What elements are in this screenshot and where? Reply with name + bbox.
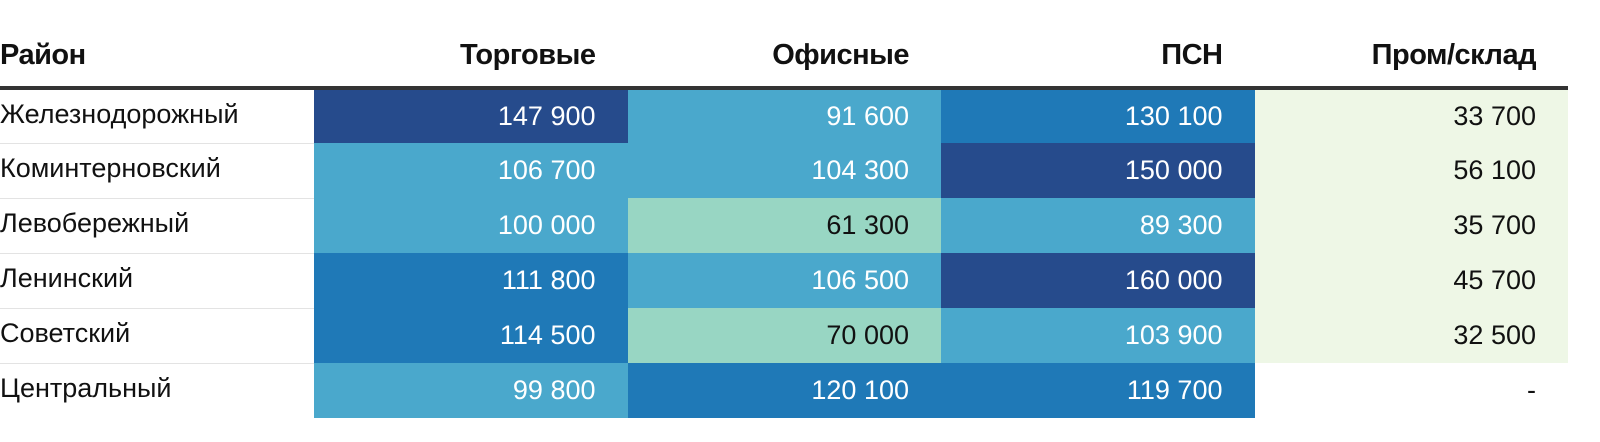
value-cell: 33 700 bbox=[1254, 88, 1568, 143]
table-row: Советский 114 500 70 000 103 900 32 500 bbox=[0, 308, 1568, 364]
value-cell: 106 500 bbox=[627, 253, 941, 308]
district-name: Советский bbox=[0, 308, 314, 364]
district-name: Центральный bbox=[0, 373, 172, 404]
column-header-office: Офисные bbox=[627, 0, 941, 90]
table-row: Коминтерновский 106 700 104 300 150 000 … bbox=[0, 143, 1568, 199]
column-header-district: Район bbox=[0, 0, 314, 90]
header-row: Район Торговые Офисные ПСН Пром/склад bbox=[0, 0, 1568, 90]
value-cell: 120 100 bbox=[627, 363, 941, 418]
value-cell: 61 300 bbox=[627, 198, 941, 253]
table-body: Железнодорожный 147 900 91 600 130 100 3… bbox=[0, 88, 1568, 418]
value-cell: - bbox=[1254, 363, 1568, 418]
district-name: Ленинский bbox=[0, 253, 314, 309]
value-cell: 119 700 bbox=[941, 363, 1255, 418]
table-row: Левобережный 100 000 61 300 89 300 35 70… bbox=[0, 198, 1568, 254]
value-cell: 91 600 bbox=[627, 88, 941, 143]
value-cell: 56 100 bbox=[1254, 143, 1568, 198]
district-name: Коминтерновский bbox=[0, 143, 314, 199]
value-cell: 106 700 bbox=[314, 143, 628, 198]
value-cell: 160 000 bbox=[941, 253, 1255, 308]
value-cell: 150 000 bbox=[941, 143, 1255, 198]
value-cell: 100 000 bbox=[314, 198, 628, 253]
value-cell: 89 300 bbox=[941, 198, 1255, 253]
value-cell: 111 800 bbox=[314, 253, 628, 308]
district-name: Левобережный bbox=[0, 198, 314, 254]
value-cell: 99 800 bbox=[314, 363, 628, 418]
value-cell: 130 100 bbox=[941, 88, 1255, 143]
table-row: Ленинский 111 800 106 500 160 000 45 700 bbox=[0, 253, 1568, 309]
value-cell: 114 500 bbox=[314, 308, 628, 363]
table-row: Центральный 99 800 120 100 119 700 - bbox=[0, 363, 1568, 418]
value-cell: 70 000 bbox=[627, 308, 941, 363]
column-header-industrial: Пром/склад bbox=[1254, 0, 1568, 90]
value-cell: 32 500 bbox=[1254, 308, 1568, 363]
value-cell: 35 700 bbox=[1254, 198, 1568, 253]
value-cell: 147 900 bbox=[314, 88, 628, 143]
value-cell: 104 300 bbox=[627, 143, 941, 198]
value-cell: 103 900 bbox=[941, 308, 1255, 363]
value-cell: 45 700 bbox=[1254, 253, 1568, 308]
column-header-psn: ПСН bbox=[941, 0, 1255, 90]
district-name: Железнодорожный bbox=[0, 88, 314, 144]
heatmap-table: Район Торговые Офисные ПСН Пром/склад Же… bbox=[0, 0, 1568, 418]
table-row: Железнодорожный 147 900 91 600 130 100 3… bbox=[0, 88, 1568, 144]
column-header-retail: Торговые bbox=[314, 0, 628, 90]
